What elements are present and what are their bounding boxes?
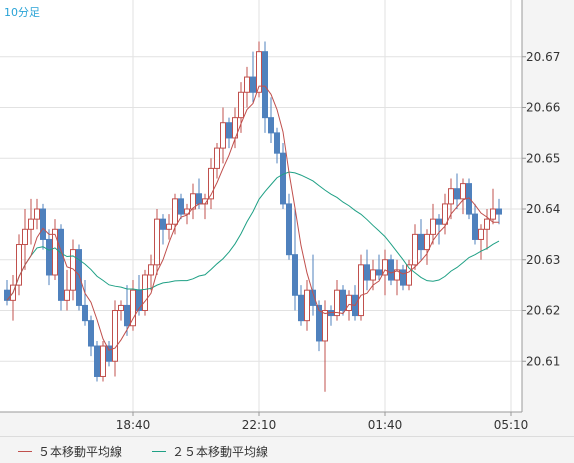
y-tick-label: 20.66	[526, 101, 560, 115]
candle-body-down	[268, 117, 274, 134]
candle-body-up	[430, 218, 436, 235]
candle-body-down	[472, 213, 478, 240]
candle-body-up	[16, 244, 22, 286]
candle-body-down	[46, 238, 52, 276]
y-tick-label: 20.63	[526, 253, 560, 267]
candle-body-down	[436, 218, 442, 225]
candle-body-down	[340, 289, 346, 312]
ma25-line	[6, 171, 500, 301]
candle-body-up	[370, 269, 376, 281]
candle-body-down	[226, 122, 232, 139]
legend-item-ma5: ５本移動平均線	[18, 443, 122, 460]
candle-body-up	[190, 193, 196, 210]
x-tick-label: 18:40	[116, 418, 151, 432]
candle-body-up	[118, 304, 124, 311]
x-tick-label: 22:10	[242, 418, 277, 432]
candle-body-down	[364, 264, 370, 281]
y-tick-label: 20.65	[526, 151, 560, 165]
candle-body-down	[388, 259, 394, 281]
candle-body-up	[448, 188, 454, 205]
candle-body-down	[160, 218, 166, 230]
candle-body-up	[64, 289, 70, 301]
candle-body-down	[286, 203, 292, 256]
candle-body-up	[220, 122, 226, 149]
x-tick-label: 01:40	[368, 418, 403, 432]
candle-body-up	[394, 269, 400, 281]
y-tick-label: 20.62	[526, 304, 560, 318]
candle-body-down	[94, 345, 100, 377]
candle-body-up	[382, 259, 388, 276]
candle-body-down	[40, 208, 46, 240]
ma5-line	[6, 85, 499, 351]
candle-body-down	[88, 320, 94, 347]
candle-body-up	[238, 91, 244, 119]
candle-body-up	[478, 228, 484, 240]
candle-body-up	[304, 289, 310, 322]
candle-body-up	[460, 183, 466, 200]
candle-body-up	[166, 223, 172, 230]
candle-body-down	[76, 249, 82, 306]
candle-body-down	[418, 233, 424, 251]
candle-body-up	[322, 310, 328, 342]
candlestick-chart: 20.67 20.66 20.65 20.64 20.63 20.62 20.61 18:40…	[0, 0, 560, 432]
candle-body-down	[280, 152, 286, 205]
candle-body-up	[484, 218, 490, 230]
candle-body-down	[316, 304, 322, 342]
candle-body-up	[52, 228, 58, 276]
candle-body-up	[28, 218, 34, 230]
candle-body-down	[196, 193, 202, 205]
candle-body-up	[154, 218, 160, 266]
legend-item-ma25: ２５本移動平均線	[152, 443, 268, 460]
candle-body-up	[22, 228, 28, 246]
legend-swatch-ma5	[18, 451, 32, 452]
candle-body-down	[298, 294, 304, 322]
candle-body-up	[112, 310, 118, 362]
candle-body-down	[82, 304, 88, 322]
candle-body-up	[172, 198, 178, 225]
legend-label-ma5: ５本移動平均線	[38, 445, 123, 459]
candle-body-down	[496, 208, 502, 215]
legend-label-ma25: ２５本移動平均線	[172, 445, 269, 459]
candle-body-up	[442, 203, 448, 225]
candle-body-down	[454, 188, 460, 200]
candle-body-up	[406, 264, 412, 286]
legend: ５本移動平均線 ２５本移動平均線	[0, 436, 574, 463]
candle-body-up	[100, 345, 106, 377]
candle-body-up	[490, 208, 496, 220]
candle-body-up	[424, 233, 430, 251]
timeframe-label: 10分足	[4, 6, 40, 19]
candle-body-down	[178, 198, 184, 215]
candle-body-up	[334, 289, 340, 317]
candle-body-up	[358, 264, 364, 317]
y-tick-label: 20.64	[526, 202, 560, 216]
candle-body-down	[400, 269, 406, 286]
candle-body-down	[106, 345, 112, 362]
candle-body-down	[274, 132, 280, 154]
candle-body-up	[346, 294, 352, 311]
candle-body-down	[136, 289, 142, 312]
candle-body-up	[148, 264, 154, 276]
candle-body-down	[292, 254, 298, 296]
candle-body-up	[214, 147, 220, 169]
candle-body-down	[262, 51, 268, 119]
candle-body-up	[130, 289, 136, 327]
y-tick-label: 20.67	[526, 50, 560, 64]
candle-body-up	[256, 51, 262, 93]
candle-body-up	[208, 167, 214, 200]
candle-body-up	[244, 76, 250, 93]
candle-body-down	[376, 269, 382, 276]
x-tick-label: 05:10	[494, 418, 529, 432]
legend-swatch-ma25	[152, 451, 166, 452]
candle-body-up	[34, 208, 40, 220]
candle-body-up	[412, 233, 418, 266]
candle-body-down	[58, 228, 64, 301]
candle-body-up	[142, 274, 148, 312]
candle-body-down	[250, 76, 256, 93]
candle-body-down	[124, 304, 130, 327]
candle-body-up	[70, 249, 76, 291]
y-tick-label: 20.61	[526, 354, 560, 368]
candle-body-down	[310, 289, 316, 306]
